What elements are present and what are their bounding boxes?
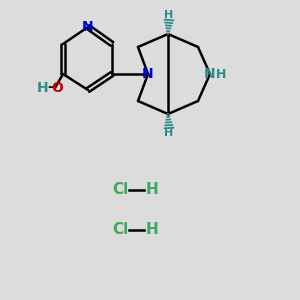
Text: H: H [37, 81, 49, 95]
Text: N: N [82, 20, 94, 34]
Text: Cl: Cl [112, 182, 128, 197]
Text: H: H [146, 223, 158, 238]
Text: N: N [204, 67, 216, 81]
Text: H: H [164, 128, 174, 138]
Text: O: O [51, 81, 63, 95]
Text: H: H [216, 68, 226, 80]
Text: Cl: Cl [112, 223, 128, 238]
Text: -: - [47, 80, 53, 94]
Text: H: H [146, 182, 158, 197]
Text: H: H [164, 10, 174, 20]
Text: N: N [142, 67, 154, 81]
